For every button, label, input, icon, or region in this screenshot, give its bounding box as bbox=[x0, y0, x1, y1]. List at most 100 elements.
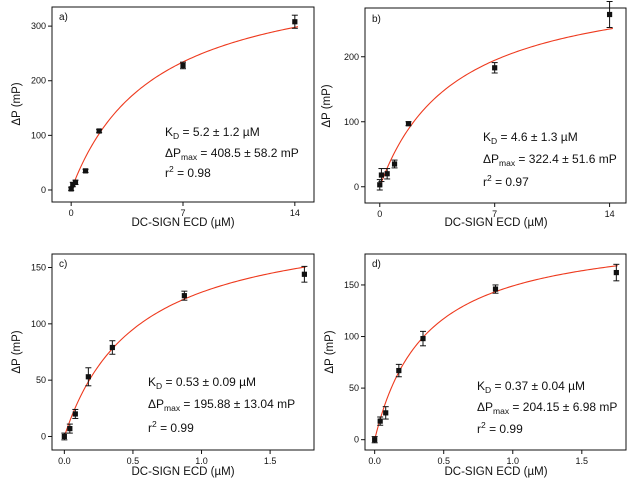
data-point bbox=[492, 65, 498, 71]
y-tick-label: 0 bbox=[354, 182, 359, 192]
kd-symbol: K bbox=[483, 130, 491, 144]
x-tick-label: 7 bbox=[180, 208, 185, 218]
pmax-subscript: max bbox=[499, 158, 516, 168]
kd-symbol: K bbox=[477, 379, 485, 393]
pmax-symbol: ΔP bbox=[148, 397, 164, 411]
fit-curve-layer bbox=[70, 26, 299, 191]
fit-parameters: KD = 5.2 ± 1.2 µM ΔPmax = 408.5 ± 58.2 m… bbox=[165, 125, 299, 180]
data-points-layer bbox=[376, 0, 613, 191]
panel-letter: d) bbox=[372, 259, 381, 270]
data-point bbox=[72, 179, 79, 185]
data-point bbox=[301, 271, 307, 277]
axis-ticks: 0.0 0.5 1.0 1.5 0 50 100 150 bbox=[344, 280, 588, 466]
pmax-symbol: ΔP bbox=[483, 152, 499, 166]
plot-frame bbox=[364, 253, 627, 451]
r2-value: = 0.99 bbox=[157, 421, 194, 435]
x-tick-label: 1.5 bbox=[264, 456, 277, 466]
y-axis-label: ΔP (mP) bbox=[11, 82, 23, 125]
plot-frame bbox=[51, 253, 315, 451]
x-tick-label: 0.5 bbox=[127, 456, 140, 466]
kd-symbol: K bbox=[165, 125, 173, 139]
y-tick-label: 0 bbox=[354, 435, 359, 445]
kd-value: = 5.2 ± 1.2 µM bbox=[179, 125, 260, 139]
y-tick-label: 100 bbox=[31, 130, 46, 140]
x-tick-label: 0 bbox=[69, 208, 74, 218]
y-tick-label: 300 bbox=[31, 21, 46, 31]
y-tick-label: 0 bbox=[41, 185, 46, 195]
data-point bbox=[372, 437, 378, 443]
kd-annotation: KD = 4.6 ± 1.3 µM bbox=[483, 130, 578, 146]
data-point bbox=[613, 269, 619, 276]
r2-symbol: r bbox=[165, 166, 169, 180]
y-axis-label: ΔP (mP) bbox=[11, 330, 23, 373]
kd-subscript: D bbox=[491, 136, 497, 146]
kd-value: = 0.37 ± 0.04 µM bbox=[491, 379, 585, 393]
panel-d: d) 0.0 0.5 1.0 1.5 0 50 100 150 DC-SIGN ECD (µM… bbox=[324, 253, 627, 478]
x-tick-label: 7 bbox=[492, 209, 497, 219]
y-tick-label: 100 bbox=[344, 117, 359, 127]
r2-value: = 0.99 bbox=[486, 422, 523, 436]
r2-value: = 0.98 bbox=[174, 166, 211, 180]
pmax-annotation: ΔPmax = 322.4 ± 51.6 mP bbox=[483, 152, 617, 168]
data-point bbox=[82, 168, 89, 174]
fit-curve-layer bbox=[379, 27, 613, 187]
y-tick-label: 0 bbox=[41, 431, 46, 441]
r2-superscript: 2 bbox=[481, 420, 486, 430]
y-axis-label: ΔP (mP) bbox=[324, 330, 336, 373]
data-point bbox=[378, 172, 385, 178]
x-tick-label: 1.0 bbox=[507, 456, 520, 466]
r2-annotation: r2 = 0.99 bbox=[148, 419, 194, 435]
kd-annotation: KD = 0.37 ± 0.04 µM bbox=[477, 379, 585, 395]
y-tick-label: 100 bbox=[31, 319, 46, 329]
x-tick-label: 0 bbox=[377, 209, 382, 219]
y-tick-label: 200 bbox=[344, 52, 359, 62]
fit-parameters: KD = 0.37 ± 0.04 µM ΔPmax = 204.15 ± 6.9… bbox=[477, 379, 617, 436]
x-axis-label: DC-SIGN ECD (µM) bbox=[131, 217, 234, 229]
data-point bbox=[180, 62, 186, 69]
kd-subscript: D bbox=[173, 131, 179, 141]
r2-symbol: r bbox=[483, 175, 487, 189]
r2-value: = 0.97 bbox=[492, 175, 529, 189]
r2-symbol: r bbox=[148, 421, 152, 435]
r2-symbol: r bbox=[477, 422, 481, 436]
x-tick-label: 0.0 bbox=[58, 456, 71, 466]
r2-annotation: r2 = 0.99 bbox=[477, 420, 523, 436]
fit-curve bbox=[379, 27, 613, 187]
data-point bbox=[384, 171, 390, 177]
pmax-value: = 195.88 ± 13.04 mP bbox=[180, 397, 295, 411]
y-tick-label: 100 bbox=[344, 332, 359, 342]
kd-symbol: K bbox=[148, 375, 156, 389]
kd-annotation: KD = 5.2 ± 1.2 µM bbox=[165, 125, 260, 141]
data-point bbox=[85, 374, 91, 380]
data-point bbox=[391, 161, 398, 167]
panel-letter: b) bbox=[372, 14, 381, 25]
x-axis-label: DC-SIGN ECD (µM) bbox=[444, 466, 547, 478]
axis-ticks: 0 7 14 0 100 200 bbox=[344, 52, 615, 219]
r2-superscript: 2 bbox=[487, 173, 492, 183]
y-axis-label: ΔP (mP) bbox=[321, 84, 333, 127]
r2-annotation: r2 = 0.97 bbox=[483, 173, 529, 189]
pmax-annotation: ΔPmax = 204.15 ± 6.98 mP bbox=[477, 400, 617, 416]
data-point bbox=[383, 410, 389, 416]
y-tick-label: 200 bbox=[31, 76, 46, 86]
pmax-value: = 408.5 ± 58.2 mP bbox=[197, 146, 299, 160]
plot-frame bbox=[364, 7, 627, 204]
data-points-layer bbox=[61, 265, 308, 441]
fit-curve bbox=[63, 266, 306, 437]
pmax-symbol: ΔP bbox=[477, 400, 493, 414]
x-tick-label: 1.0 bbox=[195, 456, 208, 466]
data-point bbox=[492, 286, 499, 292]
r2-superscript: 2 bbox=[152, 419, 157, 429]
pmax-subscript: max bbox=[181, 152, 198, 162]
x-tick-label: 0.5 bbox=[437, 456, 450, 466]
fit-curve-layer bbox=[63, 266, 306, 437]
pmax-subscript: max bbox=[493, 406, 510, 416]
x-axis-label: DC-SIGN ECD (µM) bbox=[131, 466, 234, 478]
y-tick-label: 50 bbox=[349, 383, 359, 393]
axis-ticks: 0.0 0.5 1.0 1.5 0 50 100 150 bbox=[31, 263, 276, 466]
kd-value: = 0.53 ± 0.09 µM bbox=[162, 375, 256, 389]
r2-superscript: 2 bbox=[169, 164, 174, 174]
data-point bbox=[606, 11, 613, 18]
fit-parameters: KD = 4.6 ± 1.3 µM ΔPmax = 322.4 ± 51.6 m… bbox=[483, 130, 617, 189]
